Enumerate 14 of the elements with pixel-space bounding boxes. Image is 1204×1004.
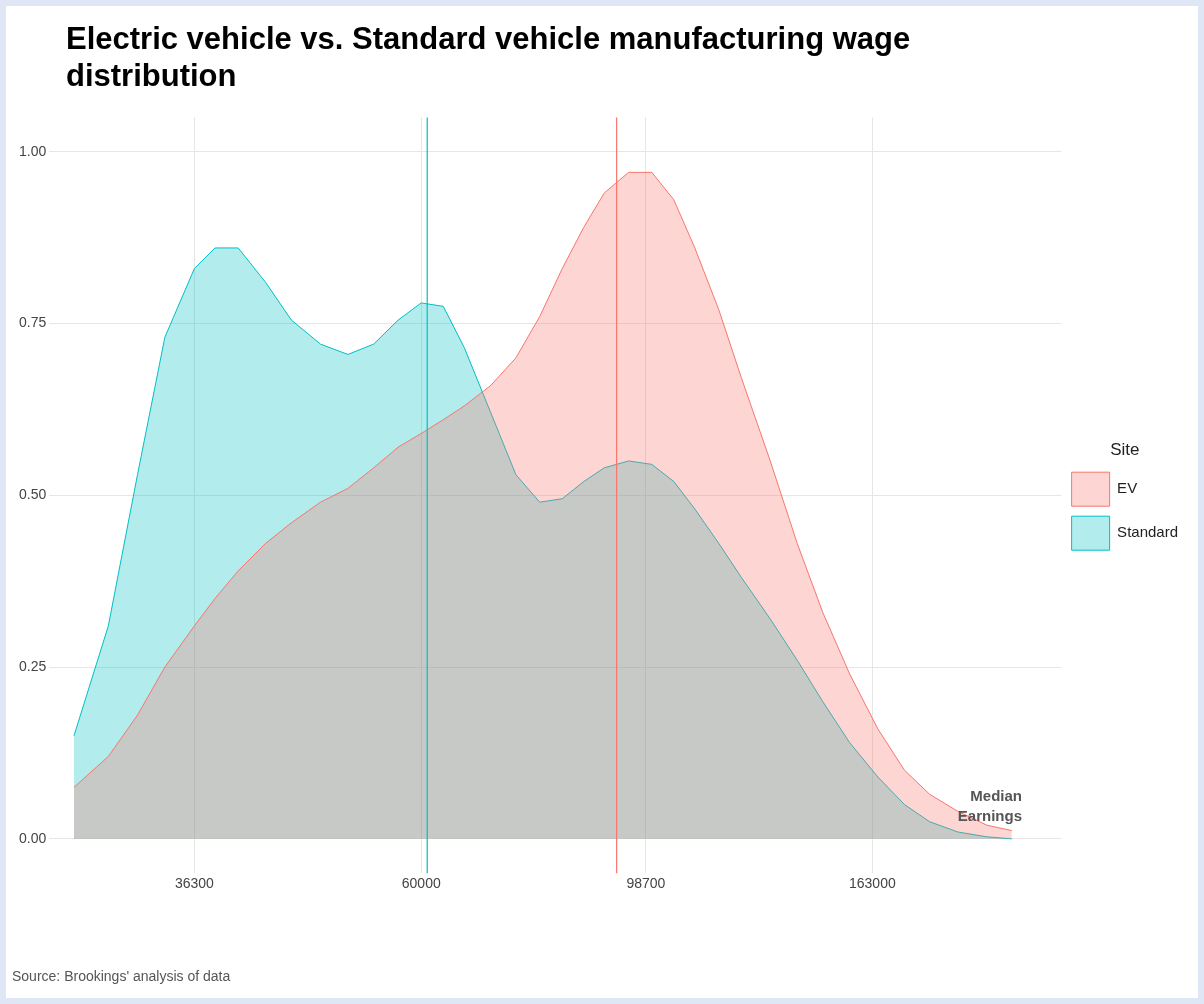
x-tick-label: 163000	[849, 875, 896, 892]
y-tick-label: 0.50	[19, 486, 47, 503]
x-tick-label: 98700	[626, 875, 666, 892]
legend-label: EV	[1117, 479, 1138, 497]
legend-label: Standard	[1117, 523, 1179, 541]
y-tick-label: 0.00	[19, 829, 47, 846]
y-tick-label: 0.75	[19, 314, 47, 331]
y-tick-label: 0.25	[19, 657, 47, 674]
x-tick-label: 60000	[401, 875, 441, 892]
y-tick-label: 1.00	[19, 142, 47, 159]
x-tick-label: 36300	[174, 875, 215, 892]
source-note: Source: Brookings' analysis of data	[12, 968, 231, 984]
legend-title: Site	[1110, 439, 1140, 459]
chart-title: Electric vehicle vs. Standard vehicle manufacturing wage distribution	[66, 20, 912, 94]
